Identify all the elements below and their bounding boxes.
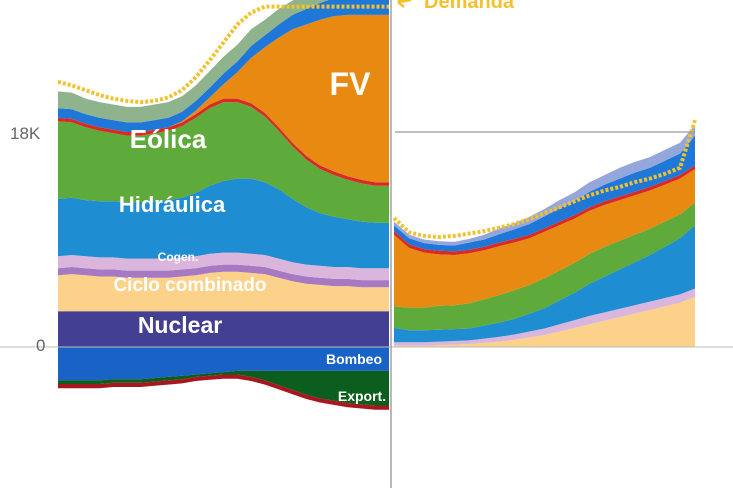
left-area-cogen- (58, 252, 389, 281)
y-tick-label: 0 (36, 336, 45, 355)
right-area-band-1 (394, 288, 695, 346)
left-area-neg-export- (58, 370, 389, 406)
series-label-nuclear: Nuclear (138, 312, 222, 338)
left-area-band-2 (58, 264, 389, 288)
series-label-demanda: Demanda (424, 0, 515, 13)
series-label-bombeo: Bombeo (326, 351, 382, 367)
stacked-areas (58, 0, 695, 410)
right-area-band-4 (394, 169, 695, 308)
series-label-fv: FV (330, 66, 372, 102)
series-label-cogen: Cogen. (158, 250, 199, 264)
series-label-hidraulica: Hidráulica (119, 192, 226, 217)
left-area-nuclear (58, 311, 389, 347)
left-area-fv (58, 14, 389, 183)
left-demand-line (57, 4, 389, 105)
series-label-export: Export. (338, 388, 386, 404)
left-area-ciclo-combinado (58, 271, 389, 312)
demand-lines (57, 4, 697, 240)
right-area-band-3 (394, 202, 695, 331)
left-area-neg-bombeo (58, 347, 389, 381)
left-area-hidraulica (58, 178, 389, 269)
right-area-band-0 (394, 296, 695, 347)
left-area-band-9 (58, 0, 329, 123)
series-label-eolica: Eólica (130, 124, 207, 154)
left-area-band-8 (58, 0, 389, 132)
y-tick-label: 18K (10, 124, 41, 143)
right-area-band-2 (394, 225, 695, 343)
left-area-eolica (58, 102, 389, 223)
right-demand-line (392, 119, 697, 240)
demand-arrow-icon (397, 0, 412, 8)
series-label-ciclo-combinado: Ciclo combinado (113, 275, 266, 296)
left-area-neg-band-2 (58, 374, 389, 410)
